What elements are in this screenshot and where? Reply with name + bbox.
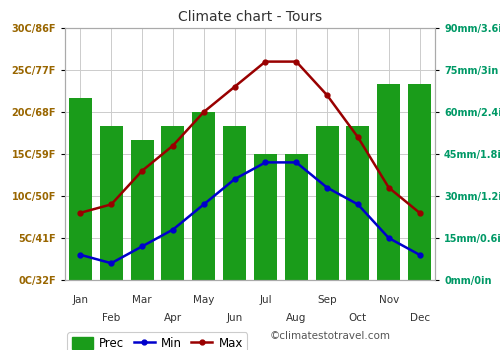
Bar	[377, 84, 400, 280]
Bar	[100, 126, 123, 280]
Text: Nov: Nov	[378, 295, 399, 305]
Bar	[192, 112, 216, 280]
Legend: Prec, Min, Max: Prec, Min, Max	[67, 332, 248, 350]
Text: Aug: Aug	[286, 313, 306, 323]
Text: Jul: Jul	[259, 295, 272, 305]
Bar	[316, 126, 338, 280]
Bar	[254, 154, 277, 280]
Text: Feb: Feb	[102, 313, 120, 323]
Text: Mar: Mar	[132, 295, 152, 305]
Text: Jan: Jan	[72, 295, 88, 305]
Text: Sep: Sep	[318, 295, 337, 305]
Text: May: May	[193, 295, 214, 305]
Text: Jun: Jun	[226, 313, 242, 323]
Text: Dec: Dec	[410, 313, 430, 323]
Bar	[130, 140, 154, 280]
Bar	[69, 98, 92, 280]
Bar	[346, 126, 370, 280]
Bar	[408, 84, 431, 280]
Bar	[223, 126, 246, 280]
Text: Apr: Apr	[164, 313, 182, 323]
Bar	[162, 126, 184, 280]
Text: Oct: Oct	[349, 313, 367, 323]
Title: Climate chart - Tours: Climate chart - Tours	[178, 10, 322, 24]
Text: ©climatestotravel.com: ©climatestotravel.com	[270, 331, 391, 341]
Bar	[284, 154, 308, 280]
